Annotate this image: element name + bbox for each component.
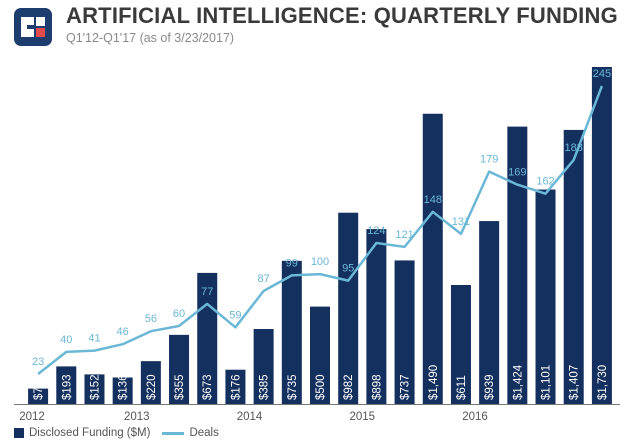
deals-point-label: 100	[311, 256, 329, 268]
legend-swatch-bar	[14, 428, 24, 438]
chart-legend: Disclosed Funding ($M) Deals	[14, 427, 219, 439]
funding-bar-label: $220	[146, 374, 158, 400]
deals-point-label: 59	[229, 309, 241, 321]
funding-bar-label: $136	[118, 374, 130, 400]
funding-bar	[253, 329, 274, 404]
funding-bar-label: $673	[202, 374, 214, 400]
funding-bar	[140, 361, 161, 404]
deals-point-label: 99	[286, 257, 298, 269]
funding-bar	[112, 377, 133, 404]
deals-point-label: 121	[395, 229, 413, 241]
deals-point-label: 40	[60, 334, 72, 346]
funding-bar-label: $193	[61, 374, 73, 400]
x-tick-label-year: 2016	[462, 411, 488, 423]
deals-point-label: 148	[424, 194, 442, 206]
cb-insights-logo	[14, 8, 52, 46]
deals-point-label: 60	[173, 308, 185, 320]
funding-bar-label: $152	[89, 374, 101, 400]
deals-point-label: 169	[508, 167, 526, 179]
chart-title: ARTIFICIAL INTELLIGENCE: QUARTERLY FUNDI…	[66, 3, 618, 28]
legend-item-deals: Deals	[162, 427, 219, 439]
funding-bar-label: $355	[174, 374, 186, 400]
funding-bar	[338, 212, 359, 404]
legend-swatch-line	[162, 431, 185, 435]
deals-point-label: 95	[342, 263, 354, 275]
deals-point-label: 77	[201, 286, 213, 298]
funding-bar-label: $1,407	[569, 365, 581, 400]
deals-point-label: 23	[32, 356, 44, 368]
funding-bar-label: $737	[400, 374, 412, 400]
funding-bar	[56, 366, 77, 404]
funding-bar	[225, 369, 246, 404]
chart-subtitle: Q1'12-Q1'17 (as of 3/23/2017)	[66, 31, 235, 45]
funding-bar	[591, 67, 612, 404]
deals-point-label: 56	[145, 313, 157, 325]
deals-point-label: 41	[88, 333, 100, 345]
funding-bar	[507, 126, 528, 404]
deals-point-label: 162	[536, 176, 554, 188]
deals-point-label: 245	[593, 68, 611, 80]
funding-bar-label: $898	[371, 374, 383, 400]
funding-bar-label: $939	[484, 374, 496, 400]
deals-point-label: 188	[565, 142, 583, 154]
funding-bar-label: $1,424	[512, 364, 524, 400]
funding-bar	[84, 374, 105, 404]
funding-bar-label: $1,101	[541, 365, 553, 400]
x-tick-label-year: 2013	[124, 411, 150, 423]
funding-bar-label: $79	[33, 381, 45, 400]
deals-point-label: 179	[480, 154, 498, 166]
deals-point-label: 124	[367, 225, 385, 237]
funding-bar-label: $1,490	[428, 365, 440, 400]
funding-bar	[479, 221, 500, 404]
deals-point-label: 87	[257, 273, 269, 285]
funding-bar	[366, 229, 387, 404]
funding-bar	[28, 388, 49, 404]
funding-bar	[450, 284, 471, 404]
funding-bar	[281, 260, 302, 404]
funding-bar-label: $611	[456, 375, 468, 400]
funding-bar	[422, 113, 443, 405]
funding-bar-label: $385	[259, 374, 271, 400]
legend-label-deals: Deals	[189, 427, 219, 439]
x-tick-label-year: 2014	[237, 411, 263, 423]
funding-bar	[535, 189, 556, 404]
funding-bar-label: $1,730	[597, 365, 609, 400]
funding-bar	[310, 306, 330, 404]
funding-bar	[169, 334, 190, 404]
funding-bar	[197, 272, 218, 404]
deals-point-label: 131	[452, 216, 470, 228]
deals-point-label: 46	[117, 326, 129, 338]
funding-bar	[563, 129, 584, 404]
funding-bar-label: $982	[343, 374, 355, 400]
funding-bar-label: $176	[230, 374, 242, 400]
deals-line	[37, 85, 604, 375]
x-tick-label-year: 2012	[19, 411, 45, 423]
funding-bar	[394, 260, 415, 404]
legend-label-funding: Disclosed Funding ($M)	[29, 427, 151, 439]
funding-bar-label: $500	[315, 374, 327, 400]
legend-item-funding: Disclosed Funding ($M)	[14, 427, 150, 439]
funding-bar-label: $735	[287, 374, 299, 400]
x-tick-label-year: 2015	[349, 411, 375, 423]
